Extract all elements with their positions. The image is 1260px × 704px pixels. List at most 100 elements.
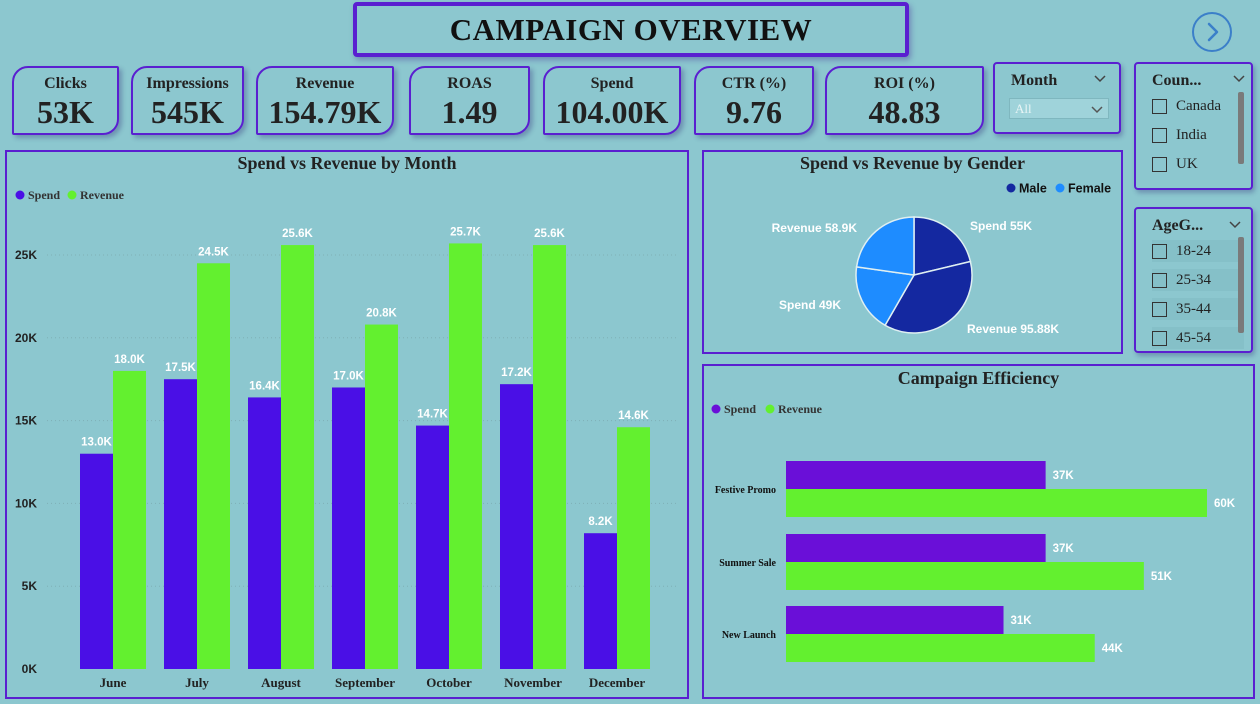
- bar-spend[interactable]: [786, 461, 1046, 489]
- bar-spend[interactable]: [164, 379, 197, 669]
- age-slicer-label: AgeG...: [1152, 217, 1204, 234]
- chevron-down-icon[interactable]: [1093, 74, 1107, 84]
- kpi-label: Impressions: [146, 75, 229, 92]
- age-option-18-24[interactable]: 18-24: [1152, 240, 1244, 262]
- bar-revenue[interactable]: [197, 263, 230, 669]
- bar-revenue[interactable]: [533, 245, 566, 669]
- checkbox[interactable]: [1152, 243, 1167, 259]
- gender-chart-panel: Spend vs Revenue by Gender Male Female Spe…: [702, 150, 1123, 354]
- bar-spend[interactable]: [416, 425, 449, 669]
- y-tick-label: Festive Promo: [715, 485, 776, 496]
- bar-revenue[interactable]: [786, 634, 1095, 662]
- legend-marker: [67, 190, 77, 200]
- y-tick-label: 20K: [15, 331, 37, 345]
- checkbox[interactable]: [1152, 156, 1167, 172]
- gender-pie-chart: Male Female Spend 55K Revenue 95.88K Spend 4…: [772, 182, 1112, 337]
- kpi-card-revenue: Revenue 154.79K: [256, 66, 394, 135]
- kpi-value: 154.79K: [268, 94, 382, 130]
- chart-title: Spend vs Revenue by Month: [237, 153, 457, 173]
- scrollbar[interactable]: [1238, 237, 1244, 333]
- option-label: 45-54: [1176, 329, 1211, 346]
- bar-revenue[interactable]: [281, 245, 314, 669]
- bar-revenue[interactable]: [617, 427, 650, 669]
- data-label: 25.6K: [534, 228, 565, 240]
- y-tick-label: 25K: [15, 248, 37, 262]
- kpi-value: 9.76: [726, 94, 782, 130]
- legend-marker: [15, 190, 25, 200]
- country-slicer-label: Coun...: [1152, 72, 1202, 89]
- bar-spend[interactable]: [500, 384, 533, 669]
- chevron-down-icon[interactable]: [1232, 74, 1246, 84]
- data-label: 25.7K: [450, 226, 481, 238]
- checkbox[interactable]: [1152, 127, 1167, 143]
- option-label: UK: [1176, 155, 1198, 172]
- data-label: 60K: [1214, 498, 1236, 510]
- age-option-25-34[interactable]: 25-34: [1152, 269, 1244, 291]
- efficiency-chart-panel: Campaign Efficiency Spend Revenue 37K 60K Fe…: [702, 364, 1255, 699]
- pie-slice[interactable]: [855, 216, 915, 276]
- data-label: 8.2K: [588, 516, 613, 528]
- kpi-label: Revenue: [295, 75, 355, 92]
- pie-slice[interactable]: [884, 260, 973, 334]
- bar-spend[interactable]: [248, 397, 281, 669]
- legend-marker: [1006, 183, 1016, 193]
- bar-spend[interactable]: [584, 533, 617, 669]
- country-option-uk[interactable]: UK: [1152, 153, 1198, 175]
- slice-label: Spend 49K: [779, 298, 841, 312]
- country-option-india[interactable]: India: [1152, 124, 1207, 146]
- y-tick-label: Summer Sale: [719, 558, 776, 569]
- kpi-value: 545K: [151, 94, 224, 130]
- bar-revenue[interactable]: [365, 324, 398, 669]
- option-label: 18-24: [1176, 242, 1211, 259]
- pie-slice[interactable]: [913, 216, 972, 276]
- month-dropdown[interactable]: All: [1009, 98, 1109, 119]
- country-option-canada[interactable]: Canada: [1152, 95, 1221, 117]
- y-tick-label: 0K: [22, 662, 38, 676]
- month-dropdown-value: All: [1015, 101, 1032, 116]
- x-tick-label: December: [589, 675, 646, 690]
- kpi-value: 1.49: [441, 94, 498, 130]
- checkbox[interactable]: [1152, 272, 1167, 288]
- legend-marker: [711, 404, 721, 414]
- scrollbar[interactable]: [1238, 92, 1244, 164]
- legend-label: Female: [1068, 182, 1111, 196]
- monthly-bar-chart: Spend Revenue 0K 5K 10K 15K 20K 25K 13.0K 18.0K…: [15, 188, 679, 690]
- pie-slice[interactable]: [855, 266, 916, 327]
- checkbox[interactable]: [1152, 301, 1167, 317]
- data-label: 51K: [1151, 571, 1173, 583]
- age-option-45-54[interactable]: 45-54: [1152, 327, 1244, 349]
- data-label: 16.4K: [249, 380, 280, 392]
- bar-spend[interactable]: [786, 606, 1004, 634]
- slice-label: Spend 55K: [970, 219, 1032, 233]
- next-page-button[interactable]: [1192, 12, 1232, 52]
- checkbox[interactable]: [1152, 330, 1167, 346]
- y-tick-label: 5K: [22, 579, 38, 593]
- bar-spend[interactable]: [80, 453, 113, 669]
- age-option-35-44[interactable]: 35-44: [1152, 298, 1244, 320]
- kpi-value: 48.83: [868, 94, 941, 130]
- legend-label: Spend: [724, 402, 756, 416]
- data-label: 18.0K: [114, 354, 145, 366]
- bar-spend[interactable]: [332, 387, 365, 669]
- month-slicer-label: Month: [1011, 72, 1058, 89]
- legend-marker: [765, 404, 775, 414]
- bar-revenue[interactable]: [786, 562, 1144, 590]
- option-label: India: [1176, 126, 1207, 143]
- data-label: 24.5K: [198, 246, 229, 258]
- age-group-slicer: AgeG... 18-24 25-34 35-44 45-54: [1134, 207, 1253, 353]
- bar-spend[interactable]: [786, 534, 1046, 562]
- kpi-value: 53K: [37, 94, 94, 130]
- chevron-down-icon[interactable]: [1228, 220, 1242, 230]
- y-tick-label: 10K: [15, 496, 37, 510]
- x-tick-label: November: [504, 675, 562, 690]
- option-label: 25-34: [1176, 271, 1211, 288]
- data-label: 25.6K: [282, 228, 313, 240]
- bar-revenue[interactable]: [113, 370, 146, 669]
- bar-revenue[interactable]: [786, 489, 1207, 517]
- bar-revenue[interactable]: [449, 243, 482, 669]
- kpi-card-spend: Spend 104.00K: [543, 66, 681, 135]
- checkbox[interactable]: [1152, 98, 1167, 114]
- data-label: 37K: [1053, 543, 1075, 555]
- data-label: 17.2K: [501, 367, 532, 379]
- kpi-card-clicks: Clicks 53K: [12, 66, 119, 135]
